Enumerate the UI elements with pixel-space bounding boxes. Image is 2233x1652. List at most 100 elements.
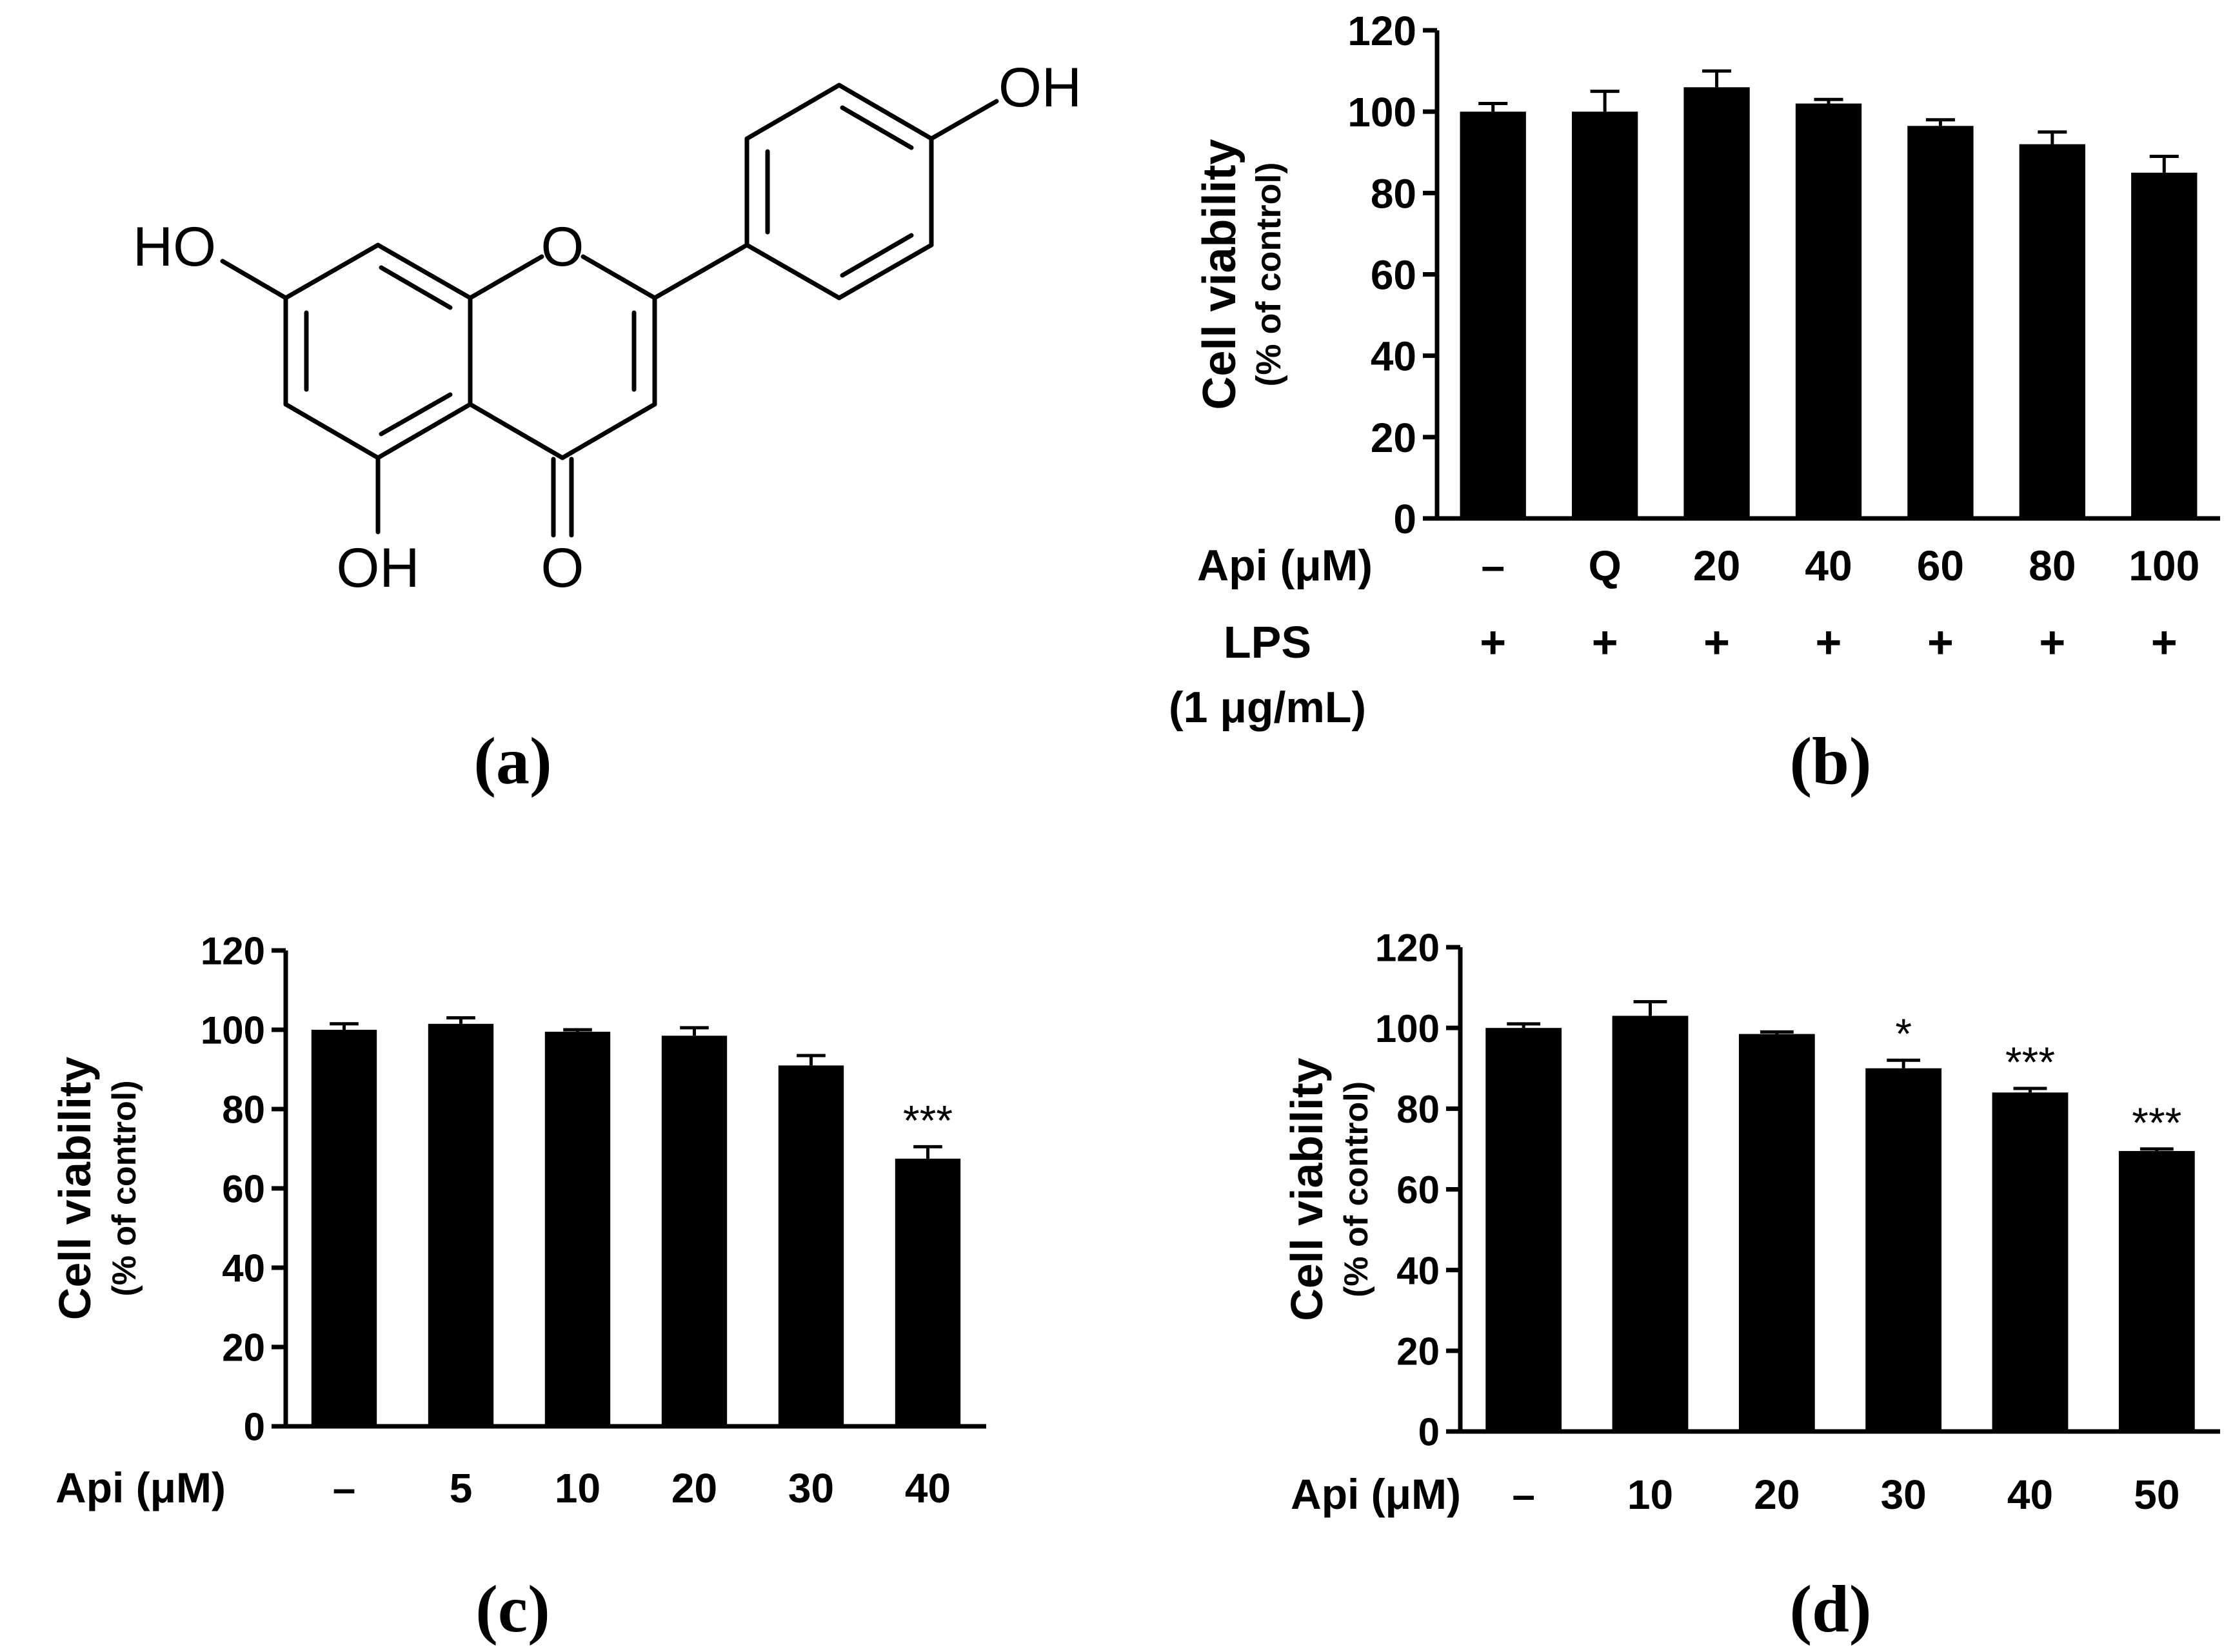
bar [1571,112,1638,518]
y-tick-label: 40 [222,1247,265,1290]
x-axis-label: Api (μM) [1197,541,1373,590]
y-tick-label: 80 [222,1088,265,1132]
x-category-label: 30 [788,1465,834,1511]
x-category-label: 5 [450,1465,473,1511]
lps-row-value: + [1480,617,1506,667]
bond [468,254,544,300]
y-tick-label: 60 [222,1168,265,1211]
y-tick-label: 120 [201,930,265,973]
bar [1460,112,1526,518]
lps-row-value: + [1927,617,1954,667]
chart-panel-c: 0 20 40 60 80 100 120 Cell viability (% of contr… [50,930,986,1511]
y-tick-label: 60 [1396,1168,1440,1212]
panel-label-b: (b) [1789,724,1871,798]
bar [1738,1034,1815,1431]
x-category-label: 40 [2007,1471,2053,1518]
bar [778,1065,844,1426]
bar [2019,144,2086,519]
lps-row-sublabel: (1 μg/mL) [1169,683,1366,732]
bond [744,83,842,141]
atom-o-ring: O [541,216,584,278]
bond [837,242,934,300]
significance-marker: *** [2005,1038,2055,1086]
chart-panel-d: 0 20 40 60 80 100 120 Cell viability (% of contr… [1282,927,2220,1518]
lps-row-value: + [1816,617,1842,667]
x-category-label: Q [1588,542,1621,589]
lps-row-label: LPS [1224,617,1311,667]
lps-row-value: + [1592,617,1618,667]
bond [652,242,749,300]
panel-label-a: (a) [473,724,551,798]
bond [283,402,381,460]
bond [220,259,288,300]
bar [1683,87,1750,519]
x-category-label: 10 [555,1465,600,1511]
y-tick-label: 40 [1396,1249,1440,1292]
y-tick-label: 40 [1371,333,1416,380]
x-axis-label: Api (μM) [1291,1470,1461,1518]
y-tick-label: 100 [201,1009,265,1052]
bar [1612,1016,1689,1431]
y-tick-label: 80 [1396,1088,1440,1131]
bond [375,242,473,300]
y-tick-label: 60 [1371,252,1416,299]
x-category-label: 10 [1627,1471,1673,1518]
chart-panel-b: 0 20 40 60 80 100 120 Cell viability (% of contr… [1169,8,2220,732]
x-category-label: 40 [905,1465,951,1511]
x-category-label: 40 [1805,542,1852,589]
y-axis-sublabel: (% of control) [1249,162,1288,387]
bond [929,99,999,141]
y-axis-label: Cell viability [1194,139,1246,409]
bond [468,402,565,460]
significance-marker: * [1895,1010,1912,1057]
bar [1865,1068,1942,1431]
bond-double [840,105,914,150]
bar [1485,1028,1562,1431]
x-category-label: – [333,1465,356,1511]
significance-marker: *** [903,1096,953,1144]
y-tick-label: 80 [1371,170,1416,217]
significance-marker: *** [2132,1099,2181,1146]
x-category-label: 80 [2029,542,2076,589]
x-category-label: – [1512,1471,1535,1518]
y-tick-label: 0 [244,1406,265,1449]
panel-a-structure [220,83,999,538]
y-axis-label: Cell viability [1282,1057,1332,1321]
y-tick-label: 0 [1418,1411,1440,1454]
bond-double [379,392,453,437]
bar [544,1032,611,1426]
bar [661,1036,728,1426]
bond [581,254,657,300]
lps-row-value: + [2151,617,2178,667]
y-tick-label: 20 [1396,1330,1440,1373]
bond-double [840,233,914,278]
y-tick-label: 100 [1375,1007,1440,1050]
bar [1907,126,1974,518]
y-tick-label: 0 [1393,496,1416,542]
bar [1992,1092,2069,1431]
bar [2131,172,2198,519]
bond [283,242,381,300]
x-category-label: 20 [1693,542,1740,589]
y-axis-label: Cell viability [50,1057,100,1321]
bar [895,1158,961,1426]
x-category-label: 100 [2129,542,2199,589]
bond [560,402,657,460]
x-axis-label: Api (μM) [55,1464,226,1511]
x-category-label: – [1481,542,1505,589]
bar [428,1023,494,1426]
panel-label-d: (d) [1789,1572,1871,1646]
y-axis-sublabel: (% of control) [106,1080,143,1296]
bar [2118,1151,2195,1431]
x-category-label: 50 [2134,1471,2179,1518]
atom-ho-left: HO [133,216,216,278]
y-axis-sublabel: (% of control) [1338,1081,1375,1297]
x-category-label: 20 [1754,1471,1800,1518]
y-tick-label: 120 [1375,927,1440,970]
y-tick-label: 120 [1347,8,1416,54]
panel-a-atoms: OH HO O OH O [133,57,1082,599]
bond [744,242,842,300]
bond [375,402,473,460]
bar [311,1030,377,1426]
